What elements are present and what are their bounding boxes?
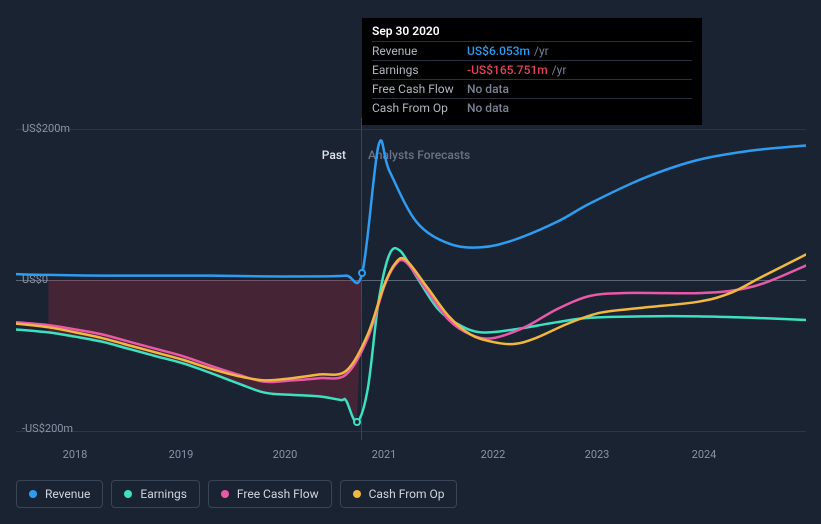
tooltip-value: US$6.053m (467, 44, 530, 58)
x-tick-label: 2018 (63, 448, 88, 461)
legend-dot-icon (353, 490, 361, 498)
legend: Revenue Earnings Free Cash Flow Cash Fro… (16, 480, 457, 508)
x-tick-label: 2023 (585, 448, 610, 461)
tooltip-row-revenue: Revenue US$6.053m /yr (372, 41, 692, 60)
x-tick-label: 2020 (273, 448, 298, 461)
legend-dot-icon (124, 490, 132, 498)
legend-dot-icon (29, 490, 37, 498)
chart-canvas (16, 120, 806, 440)
tooltip-suffix: /yr (552, 63, 567, 77)
tooltip-suffix: /yr (534, 44, 549, 58)
tooltip-label: Cash From Op (372, 101, 467, 115)
legend-item-earnings[interactable]: Earnings (111, 480, 200, 508)
tooltip-row-earnings: Earnings -US$165.751m /yr (372, 60, 692, 79)
tooltip-row-cfo: Cash From Op No data (372, 98, 692, 117)
tooltip-label: Free Cash Flow (372, 82, 467, 96)
tooltip-date: Sep 30 2020 (372, 24, 692, 41)
tooltip-label: Earnings (372, 63, 467, 77)
x-tick-label: 2019 (169, 448, 194, 461)
tooltip-value: No data (467, 82, 509, 96)
legend-item-revenue[interactable]: Revenue (16, 480, 103, 508)
legend-item-cfo[interactable]: Cash From Op (340, 480, 458, 508)
legend-label: Earnings (140, 487, 187, 501)
hover-tooltip: Sep 30 2020 Revenue US$6.053m /yr Earnin… (362, 18, 702, 125)
legend-label: Revenue (45, 487, 90, 501)
legend-label: Free Cash Flow (237, 487, 319, 501)
legend-label: Cash From Op (369, 487, 445, 501)
highlight-marker-revenue (358, 269, 366, 277)
highlight-marker-earnings (353, 418, 361, 426)
legend-item-fcf[interactable]: Free Cash Flow (208, 480, 332, 508)
tooltip-value: -US$165.751m (467, 63, 548, 77)
legend-dot-icon (221, 490, 229, 498)
tooltip-value: No data (467, 101, 509, 115)
x-tick-label: 2021 (372, 448, 397, 461)
tooltip-row-fcf: Free Cash Flow No data (372, 79, 692, 98)
tooltip-label: Revenue (372, 44, 467, 58)
series-line-revenue (16, 140, 806, 283)
loss-shading (48, 280, 362, 422)
x-axis: 2018 2019 2020 2021 2022 2023 2024 (16, 448, 806, 468)
x-tick-label: 2022 (481, 448, 506, 461)
x-tick-label: 2024 (692, 448, 717, 461)
